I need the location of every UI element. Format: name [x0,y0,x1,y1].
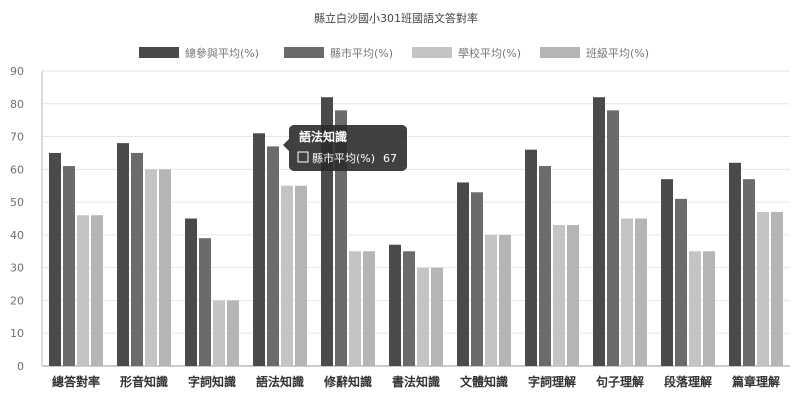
bar[interactable] [485,234,497,366]
bar[interactable] [499,234,511,366]
tooltip-title: 語法知識 [299,129,347,144]
bar[interactable] [675,198,687,366]
legend-label[interactable]: 學校平均(%) [458,46,521,60]
chart-title: 縣立白沙國小301班國語文答對率 [314,11,478,25]
bar[interactable] [349,251,361,366]
legend-swatch[interactable] [540,47,580,58]
x-tick-label: 字詞理解 [528,374,576,389]
bar[interactable] [403,251,415,366]
y-tick-label: 30 [10,262,24,275]
bar[interactable] [457,182,469,366]
bar[interactable] [743,179,755,366]
bar[interactable] [145,169,157,366]
bar[interactable] [131,152,143,366]
bar[interactable] [703,251,715,366]
legend-label[interactable]: 縣市平均(%) [330,46,393,60]
bar[interactable] [607,110,619,366]
bar[interactable] [185,218,197,367]
x-tick-label: 修辭知識 [323,374,372,389]
bar[interactable] [417,267,429,366]
tooltip-caret [283,139,289,151]
y-tick-label: 20 [10,294,24,307]
bar[interactable] [431,267,443,366]
legend: 總參與平均(%) 縣市平均(%) 學校平均(%) 班級平均(%) [139,46,649,60]
bar[interactable] [63,166,75,366]
bar[interactable] [363,251,375,366]
bar[interactable] [729,162,741,366]
bar[interactable] [91,215,103,366]
y-axis: 0 10 20 30 40 50 60 70 80 90 [10,65,43,373]
x-axis: 總答對率 形音知識 字詞知識 語法知識 修辭知識 書法知識 文體知識 字詞理解 句子理解 段落理解… [52,374,780,389]
bar[interactable] [621,218,633,367]
bar[interactable] [199,238,211,366]
bar[interactable] [567,225,579,366]
y-tick-label: 10 [10,327,24,340]
bar[interactable] [281,185,293,366]
y-tick-label: 40 [10,229,24,242]
tooltip-swatch [297,151,309,163]
bar[interactable] [635,218,647,367]
legend-label[interactable]: 總參與平均(%) [185,46,259,60]
bar[interactable] [213,300,225,366]
x-tick-label: 段落理解 [664,374,712,389]
y-tick-label: 90 [10,65,24,78]
bar[interactable] [593,97,605,366]
bar[interactable] [335,110,347,366]
bar[interactable] [295,185,307,366]
tooltip-series: 縣市平均(%) [312,151,375,165]
x-tick-label: 總答對率 [52,374,100,389]
bar[interactable] [389,244,401,366]
bar[interactable] [539,166,551,366]
bar[interactable] [159,169,171,366]
bar[interactable] [117,143,129,366]
bar[interactable] [253,133,265,366]
bar[interactable] [77,215,89,366]
bar[interactable] [471,192,483,366]
bar[interactable] [757,211,769,366]
bar[interactable] [267,146,279,366]
x-tick-label: 書法知識 [392,374,440,389]
x-tick-label: 句子理解 [596,374,644,389]
x-tick-label: 篇章理解 [732,374,780,389]
x-tick-label: 字詞知識 [188,374,236,389]
tooltip-box [289,125,407,171]
legend-swatch[interactable] [284,47,324,58]
bar[interactable] [227,300,239,366]
legend-swatch[interactable] [412,47,452,58]
x-tick-label: 文體知識 [460,374,508,389]
bar[interactable] [525,149,537,366]
y-tick-label: 50 [10,196,24,209]
bars [49,97,783,366]
x-tick-label: 語法知識 [256,374,304,389]
bar[interactable] [689,251,701,366]
bar[interactable] [553,225,565,366]
legend-label[interactable]: 班級平均(%) [586,47,649,60]
y-tick-label: 70 [10,131,24,144]
y-tick-label: 80 [10,98,24,111]
tooltip-value: 67 [383,152,397,165]
x-tick-label: 形音知識 [120,374,168,389]
y-tick-label: 60 [10,163,24,176]
y-tick-label: 0 [17,360,24,373]
legend-swatch[interactable] [139,47,179,58]
bar[interactable] [49,152,61,366]
bar[interactable] [771,211,783,366]
bar[interactable] [661,179,673,366]
